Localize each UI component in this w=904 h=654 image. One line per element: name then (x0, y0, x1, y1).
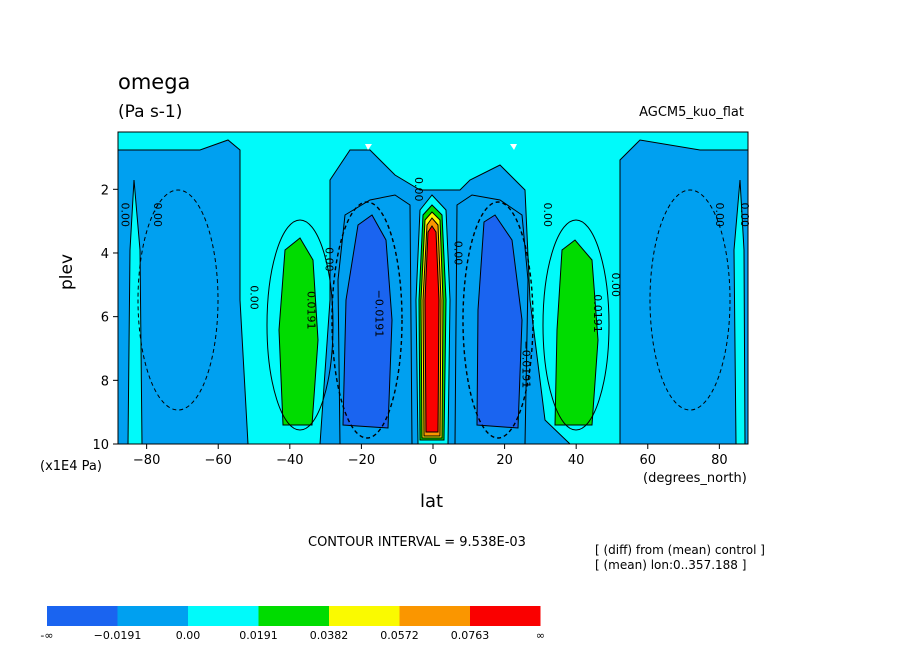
filled-contours (118, 132, 748, 444)
contour-label: 0.00 (323, 247, 336, 272)
contour-label: 0.00 (451, 241, 464, 266)
contour-labels: 0.00 0.00 0.00 0.0191 0.00 −0.0191 0.00 0.00 0.0… (119, 177, 751, 388)
note-mean: [ (mean) lon:0..357.188 ] (595, 558, 747, 572)
contour-label: 0.00 (412, 177, 425, 202)
x-tick-label: 60 (639, 453, 656, 468)
x-tick-label: 0 (429, 453, 437, 468)
colorbar-label: 0.0191 (239, 629, 278, 642)
pos-lobe-south (278, 237, 319, 426)
colorbar-label: 0.0763 (451, 629, 490, 642)
x-tick-label: 20 (496, 453, 513, 468)
note-diff: [ (diff) from (mean) control ] (595, 543, 765, 557)
colorbar-label: 0.00 (176, 629, 201, 642)
colorbar: -∞ −0.0191 0.00 0.0191 0.0382 0.0572 0.0763 ∞ (40, 606, 545, 642)
colorbar-label: −0.0191 (94, 629, 142, 642)
x-tick-label: −80 (133, 453, 160, 468)
neg-lobe-north (476, 214, 523, 429)
y-tick-label: 8 (101, 374, 109, 389)
colorbar-label: 0.0382 (310, 629, 349, 642)
contour-label: 0.00 (151, 203, 164, 228)
contour-label: 0.00 (609, 273, 622, 298)
dashed-contour-north (462, 201, 534, 439)
contour-label: 0.00 (541, 203, 554, 228)
colorbar-swatch (470, 606, 541, 626)
contour-label: −0.0191 (373, 290, 386, 338)
x-tick-label: 40 (568, 453, 585, 468)
neg-lobe-south (342, 214, 393, 429)
contour-interval-text: CONTOUR INTERVAL = 9.538E-03 (308, 535, 526, 550)
colorbar-swatch (117, 606, 188, 626)
y-tick-label: 2 (101, 183, 109, 198)
x-tick-label: −40 (276, 453, 303, 468)
colorbar-swatch (47, 606, 118, 626)
colorbar-label: -∞ (40, 629, 53, 642)
pos-lobe-north (554, 239, 599, 426)
contour-label: 0.0191 (305, 291, 318, 330)
dashed-contour-sp (137, 189, 219, 411)
colorbar-label: 0.0572 (380, 629, 419, 642)
contour-pos-south (266, 219, 334, 431)
y-axis-label: plev (57, 253, 77, 290)
y-tick-label: 4 (101, 247, 109, 262)
zero-col-np (733, 179, 746, 444)
colorbar-label: ∞ (536, 629, 545, 642)
colorbar-swatch (399, 606, 470, 626)
contour-label: −0.0191 (519, 341, 532, 389)
plot-title: omega (118, 70, 191, 94)
experiment-name: AGCM5_kuo_flat (639, 105, 744, 120)
contour-label: 0.0191 (591, 294, 604, 333)
x-tick-label: −60 (205, 453, 232, 468)
x-axis-label: lat (420, 491, 444, 512)
colorbar-swatch (329, 606, 400, 626)
contour-pos-north (542, 219, 610, 431)
x-tick-label: −20 (348, 453, 375, 468)
x-tick-label: 80 (711, 453, 728, 468)
colorbar-swatch (258, 606, 329, 626)
plot-units: (Pa s-1) (118, 102, 183, 122)
y-axis-units: (x1E4 Pa) (40, 459, 102, 474)
colorbar-swatch (188, 606, 259, 626)
contour-label: 0.00 (247, 285, 260, 310)
notch-south (365, 144, 372, 150)
contour-label: 0.00 (713, 203, 726, 228)
notch-north (510, 144, 517, 150)
eq-pos4 (424, 225, 440, 433)
y-tick-label: 6 (101, 311, 109, 326)
axes: −80 −60 −40 −20 0 20 40 60 80 2 4 6 8 10 (92, 183, 727, 468)
x-axis-units: (degrees_north) (643, 471, 747, 486)
contour-label: 0.00 (119, 203, 132, 228)
zero-col-sp (127, 179, 143, 444)
y-tick-label: 10 (92, 438, 109, 453)
contour-label: 0.00 (738, 203, 751, 228)
dashed-contour-south (331, 201, 403, 439)
dashed-contour-np (649, 189, 731, 411)
